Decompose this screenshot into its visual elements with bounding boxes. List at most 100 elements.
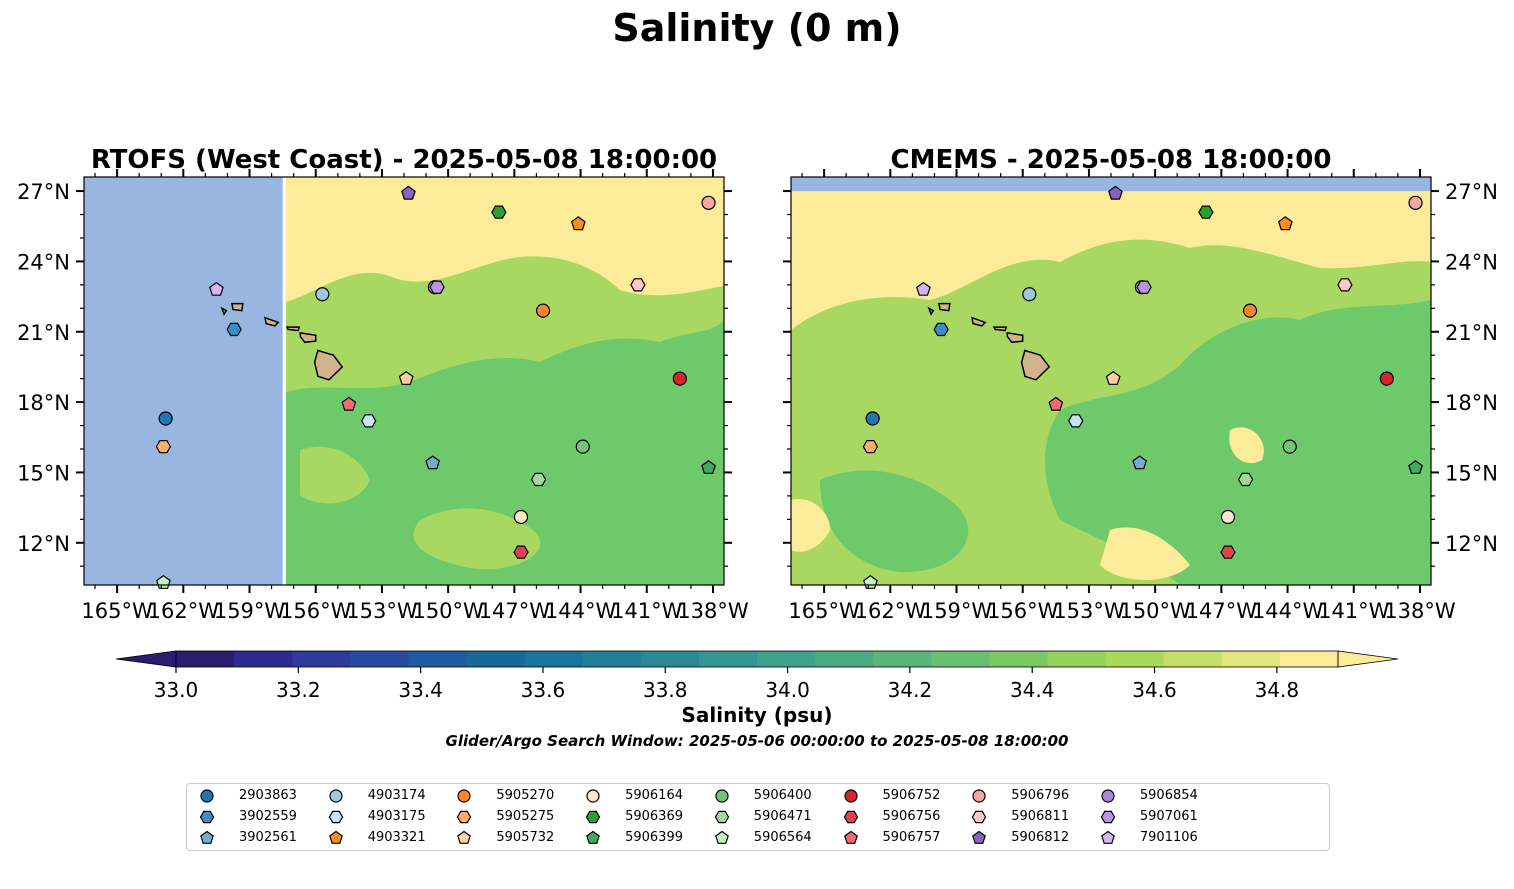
legend-marker-5906796 [972,789,986,803]
legend-marker-5906369 [585,810,601,824]
legend-marker-5905270 [457,789,471,803]
legend-marker-icon [585,810,601,824]
legend-marker-icon [714,810,729,824]
salinity-contour-band [286,320,724,585]
salinity-contour-band [1229,427,1264,464]
colorbar-tick-label: 34.2 [888,678,933,702]
legend-marker-3902559 [199,810,215,824]
lon-tick-label: 165°W [788,599,860,623]
legend-marker-icon [1100,810,1116,824]
legend-label: 4903321 [367,830,426,845]
legend-marker-5906399 [586,830,601,844]
colorbar-bin [1221,651,1281,667]
lon-tick-label: 138°W [1384,599,1456,623]
lat-tick-label: 18°N [1445,391,1498,415]
legend-label: 5906756 [882,809,941,824]
float-marker-5906400 [575,439,590,454]
legend-marker-icon [714,830,729,844]
legend-marker-icon [843,810,858,824]
lon-tick-label: 141°W [1318,599,1390,623]
salinity-contour-band [300,446,370,504]
float-marker-3902561 [1132,455,1148,470]
lon-tick-label: 159°W [214,599,286,623]
lon-tick-label: 138°W [677,599,749,623]
legend-marker-5907061 [1100,810,1116,824]
legend-marker-icon [328,810,343,824]
float-marker-5906400 [1282,439,1297,454]
cmems-map-panel [791,177,1431,585]
legend-marker-5906564 [714,830,729,844]
legend-label: 5906796 [1011,788,1070,803]
float-marker-5906369 [491,205,507,219]
lon-tick-label: 144°W [545,599,617,623]
legend-marker-icon [1101,789,1115,803]
island-landmass [971,316,987,327]
float-marker-5906811 [630,278,646,292]
colorbar-tick-label: 33.8 [643,678,688,702]
legend-marker-5905275 [457,810,472,824]
float-marker-5906471 [1237,472,1254,487]
salinity-contour-band [1100,527,1190,580]
legend-marker-icon [457,789,471,803]
salinity-contour-band [413,508,541,570]
legend-marker-icon [972,789,986,803]
colorbar-tick-label: 33.4 [398,678,443,702]
legend-marker-icon [457,810,472,824]
legend-label: 3902559 [239,809,297,824]
island-landmass [927,306,935,316]
legend-marker-5906812 [972,830,987,844]
legend-label: 3902561 [239,830,297,845]
float-marker-4903321 [1277,216,1293,231]
legend-label: 5906811 [1011,809,1070,824]
no-data-region [791,177,1431,192]
legend-marker-5906164 [586,789,600,803]
legend-marker-icon [586,830,601,844]
legend-marker-icon [1100,830,1115,844]
colorbar-tick-label: 34.4 [1010,678,1055,702]
lat-tick-label: 15°N [1445,461,1498,485]
float-marker-5905275 [155,440,172,454]
legend-label: 5906854 [1139,788,1198,803]
legend-marker-5906471 [714,810,729,824]
lat-tick-label: 18°N [17,391,70,415]
float-marker-5906164 [1220,509,1236,525]
legend-label: 4903174 [367,788,426,803]
lon-tick-label: 156°W [987,599,1059,623]
lon-tick-label: 150°W [412,599,484,623]
float-marker-5906399 [701,460,716,474]
legend-marker-icon [843,830,858,844]
float-marker-5906369 [1198,205,1214,219]
float-marker-5906796 [701,195,716,210]
float-marker-4903174 [315,287,330,302]
lon-tick-label: 144°W [1252,599,1324,623]
float-marker-4903175 [361,414,377,428]
legend-marker-icon [972,830,987,844]
float-marker-5906757 [1048,396,1064,411]
float-marker-5906752 [1379,371,1394,386]
float-marker-5905732 [1105,370,1121,385]
island-landmass [285,326,301,332]
legend-marker-3902561 [200,830,214,844]
float-marker-5906164 [513,509,529,525]
colorbar-bin [1047,651,1107,667]
legend-marker-4903175 [328,810,343,824]
lon-tick-label: 153°W [1053,599,1125,623]
float-marker-5907061 [1136,280,1152,294]
colorbar-under-extend [115,650,177,668]
no-data-region [84,177,283,585]
colorbar-bin [582,651,642,667]
legend-marker-2903863 [200,789,214,803]
land-layer [927,302,1051,381]
island-landmass [313,349,344,381]
lat-tick-label: 12°N [17,532,70,556]
legend-label: 5906399 [625,830,683,845]
map-overlay: RTOFS (West Coast) - 2025-05-08 18:00:00… [17,145,1498,702]
search-window-note: Glider/Argo Search Window: 2025-05-06 00… [445,732,1069,750]
colorbar: 33.0 33.2 33.4 33.6 33.8 34.0 34.2 34.4 34.6 34.8 [115,650,1399,702]
legend-marker-icon [200,830,214,844]
colorbar-label: Salinity (psu) [681,703,833,727]
lon-tick-label: 147°W [1186,599,1258,623]
colorbar-tick-label: 34.6 [1132,678,1177,702]
colorbar-bin [815,651,874,667]
